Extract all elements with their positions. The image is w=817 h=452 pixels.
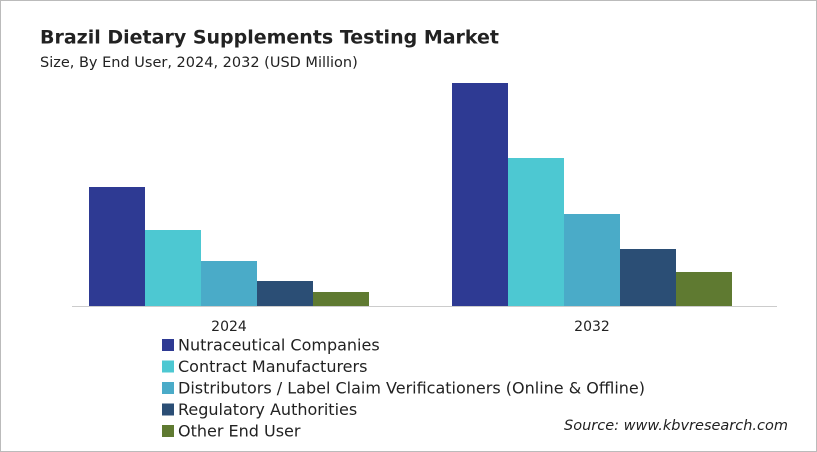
x-tick-label: 2024 — [211, 319, 247, 335]
chart-title: Brazil Dietary Supplements Testing Marke… — [40, 27, 499, 49]
legend-label: Regulatory Authorities — [178, 400, 357, 419]
bar — [620, 249, 676, 306]
bar — [257, 281, 313, 306]
bar — [564, 214, 620, 306]
x-tick-label: 2032 — [574, 319, 610, 335]
legend-label: Contract Manufacturers — [178, 357, 367, 376]
legend-swatch — [162, 403, 174, 416]
legend-label: Nutraceutical Companies — [178, 336, 380, 355]
legend-swatch — [162, 382, 174, 394]
legend-label: Other End User — [178, 422, 301, 441]
bar — [201, 261, 257, 306]
bar — [508, 158, 564, 306]
chart-subtitle: Size, By End User, 2024, 2032 (USD Milli… — [40, 55, 358, 71]
legend-label: Distributors / Label Claim Verificatione… — [178, 379, 645, 398]
bar — [676, 272, 732, 306]
legend-swatch — [162, 339, 174, 351]
bar — [313, 292, 369, 306]
legend-swatch — [162, 425, 174, 437]
source: Source: www.kbvresearch.com — [564, 418, 788, 434]
bar — [89, 187, 145, 306]
legend-swatch — [162, 360, 174, 373]
bar — [145, 230, 201, 306]
bar — [452, 83, 508, 306]
